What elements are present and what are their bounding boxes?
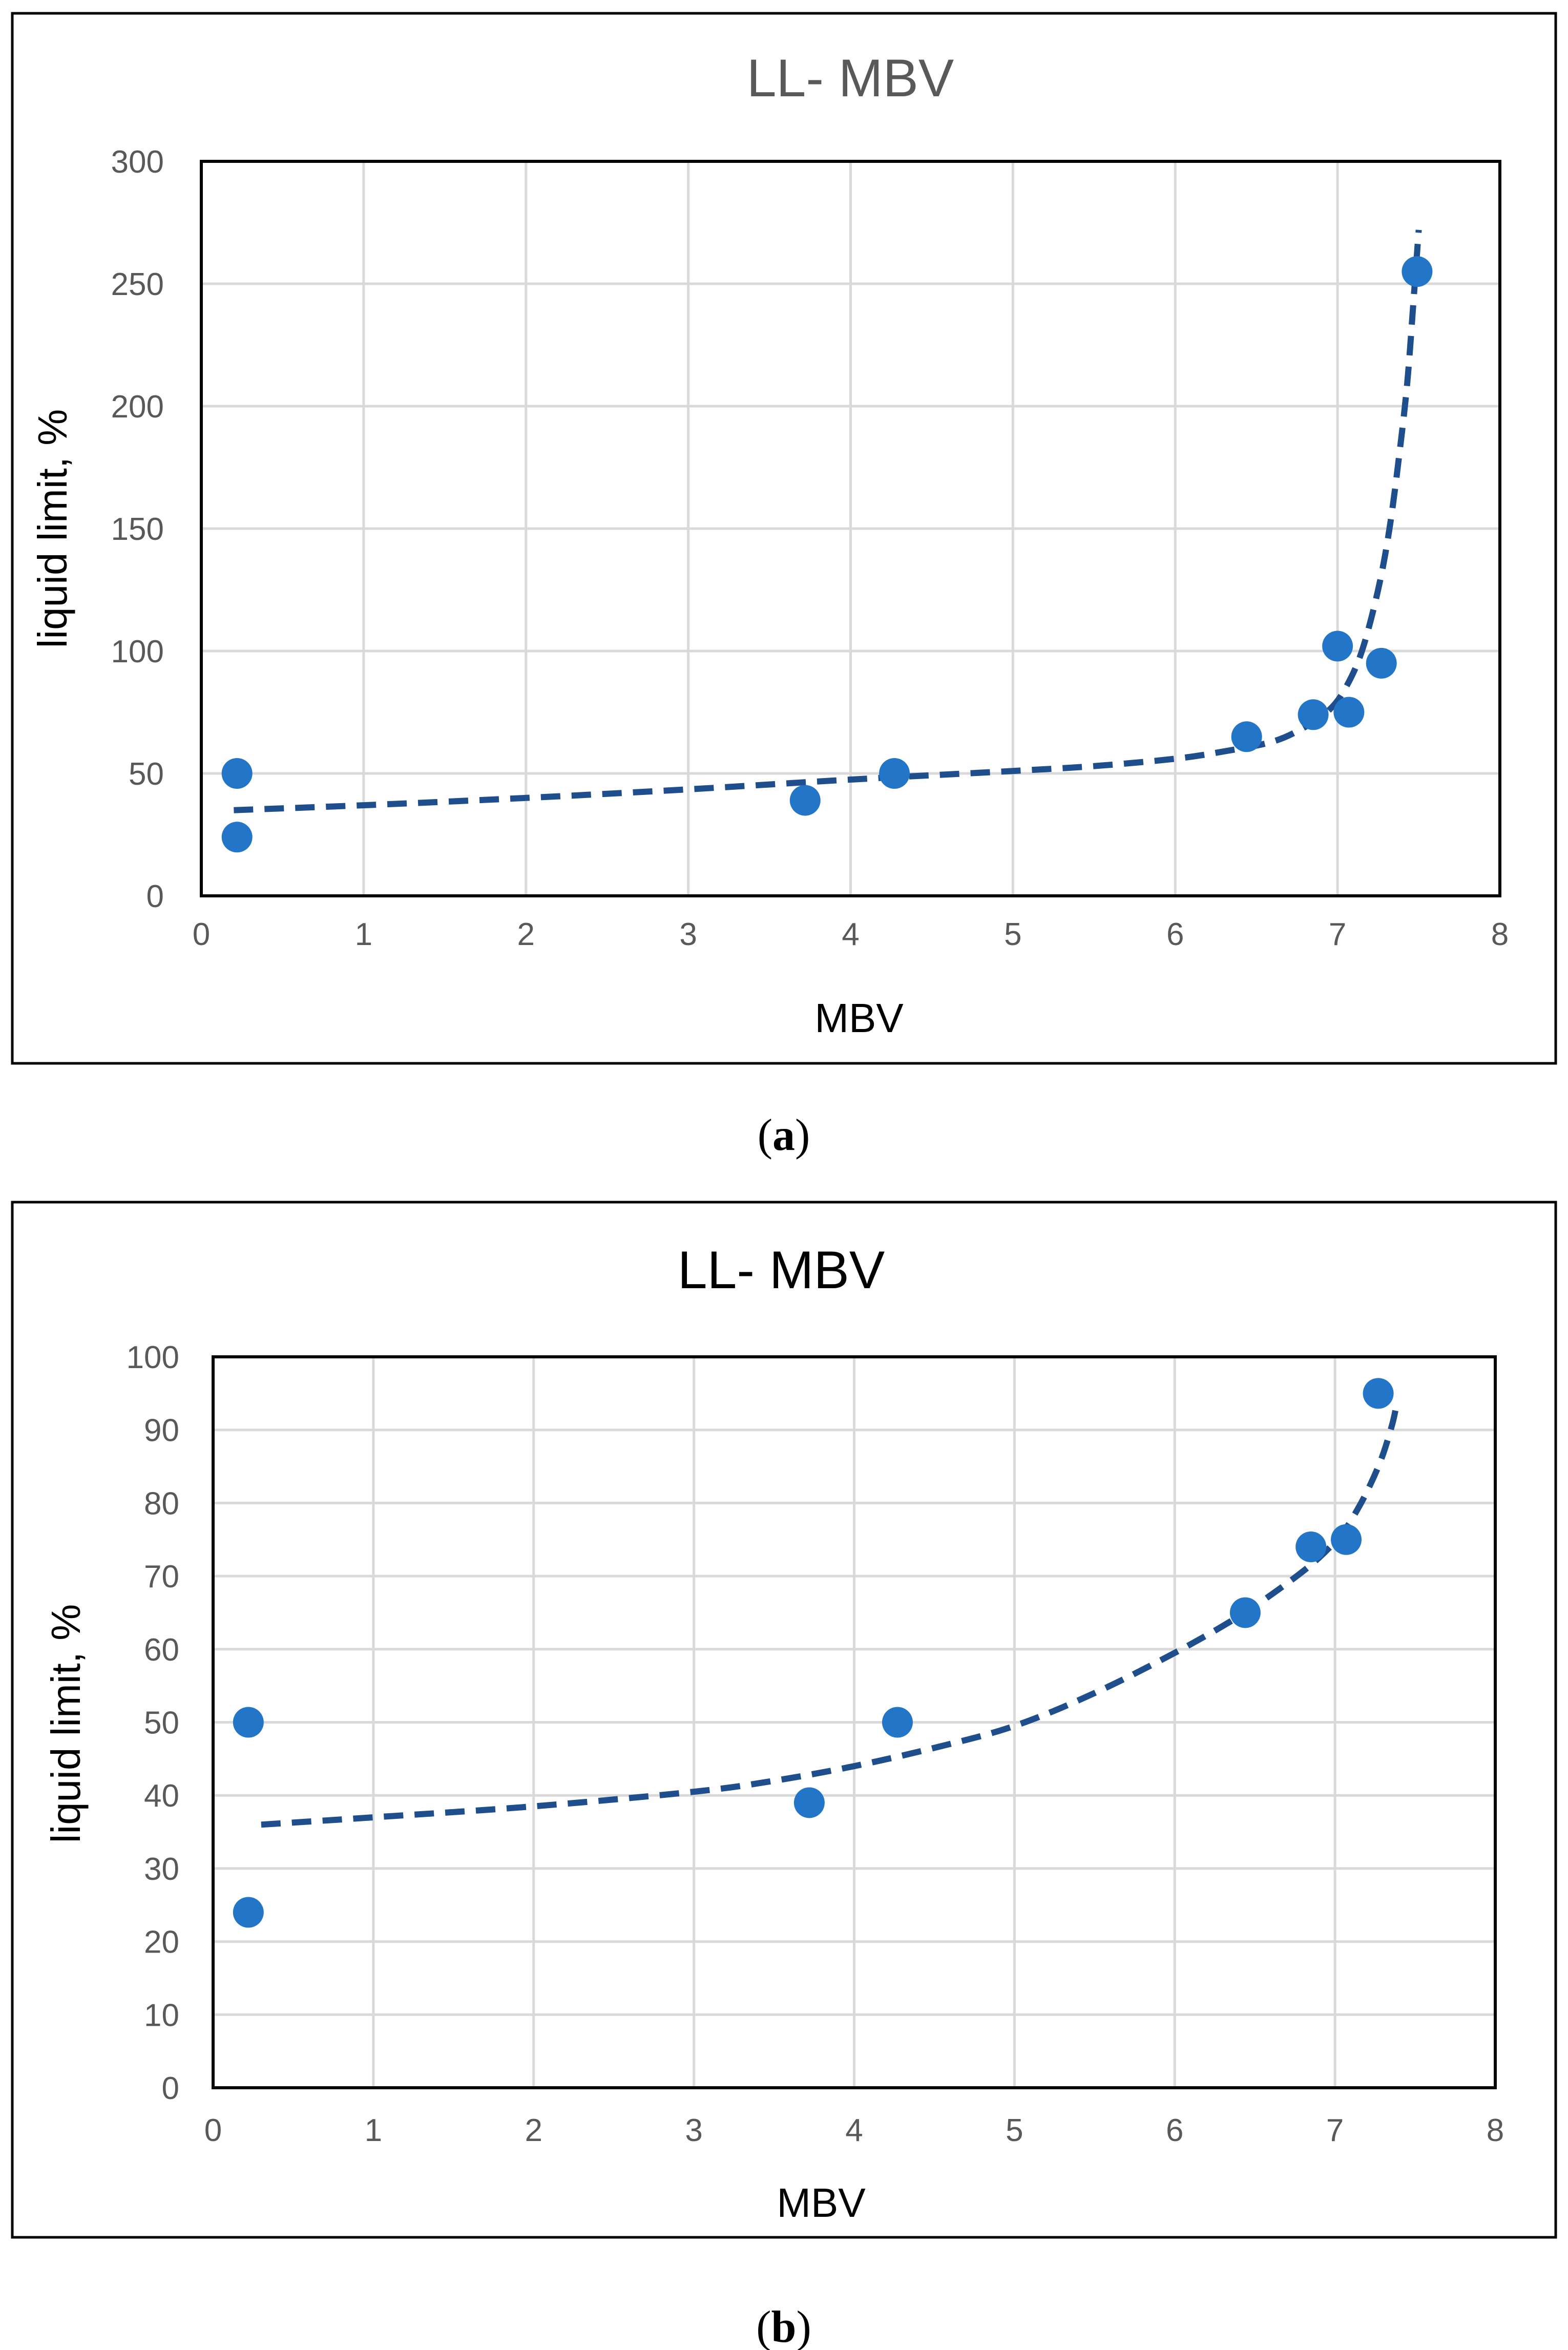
chart-b-x-label: MBV [777, 2180, 866, 2226]
chart-b-x-tick-label: 6 [1166, 2113, 1183, 2148]
chart-a-x-tick-label: 3 [679, 917, 697, 952]
chart-b-y-tick-label: 90 [144, 1413, 179, 1449]
chart-b-data-point [882, 1707, 913, 1738]
chart-a-x-tick-label: 5 [1004, 917, 1021, 952]
chart-b-grid [212, 1355, 1497, 2089]
chart-a-y-label: liquid limit, % [30, 409, 75, 648]
chart-b-y-tick-label: 100 [127, 1340, 179, 1375]
chart-a-data-point [221, 822, 253, 853]
chart-b-data-point [1295, 1531, 1327, 1563]
chart-a-grid [200, 160, 1501, 897]
chart-a-plot-area [200, 160, 1501, 897]
caption-b-letter: b [771, 2302, 797, 2350]
chart-b-data-point [233, 1707, 264, 1738]
chart-b-y-tick-label: 30 [144, 1852, 179, 1887]
chart-b-data-point [233, 1897, 264, 1928]
chart-a-y-tick-label: 0 [147, 879, 164, 914]
chart-a-x-tick-label: 0 [193, 917, 210, 952]
chart-b-y-tick-label: 70 [144, 1559, 179, 1594]
chart-b-title: LL- MBV [678, 1241, 885, 1300]
chart-a-x-ticks: 0 1 2 3 4 5 6 7 8 [193, 917, 1509, 952]
chart-b-y-tick-label: 60 [144, 1632, 179, 1668]
chart-a-y-tick-label: 200 [111, 389, 164, 425]
chart-a-y-ticks: 0 50 100 150 200 250 300 [111, 144, 164, 914]
chart-a-data-point [1322, 631, 1353, 662]
chart-b-x-tick-label: 7 [1326, 2113, 1344, 2148]
chart-b-plot-area [212, 1355, 1497, 2089]
chart-b-x-tick-label: 4 [845, 2113, 863, 2148]
chart-b-x-tick-label: 3 [685, 2113, 702, 2148]
chart-a-points [221, 256, 1433, 853]
chart-b-y-tick-label: 50 [144, 1706, 179, 1741]
chart-b-y-tick-label: 40 [144, 1778, 179, 1814]
chart-a-y-tick-label: 250 [111, 267, 164, 302]
chart-b-points [233, 1378, 1394, 1928]
chart-a-data-point [879, 758, 910, 789]
chart-b-x-tick-label: 1 [365, 2113, 382, 2148]
chart-panel-a: LL- MBV 0 50 100 150 200 250 300 0 1 2 3 4 5 6 7 8 liq… [11, 12, 1557, 1065]
chart-a-x-tick-label: 1 [355, 917, 372, 952]
chart-b-y-ticks: 0 10 20 30 40 50 60 70 80 90 100 [127, 1340, 179, 2106]
chart-a-x-tick-label: 7 [1329, 917, 1346, 952]
chart-a-data-point [789, 785, 821, 816]
chart-a-x-tick-label: 2 [517, 917, 535, 952]
chart-a-x-tick-label: 4 [842, 917, 859, 952]
caption-b: (b) [756, 2302, 811, 2350]
chart-b-trendline [261, 1407, 1399, 1828]
chart-b-data-point [1331, 1524, 1362, 1555]
chart-panel-b: LL- MBV 0 10 20 30 40 50 60 70 80 90 100 0 1 2 3 4 5 6 7 8… [11, 1201, 1557, 2239]
chart-a-trendline [234, 229, 1422, 813]
caption-a: (a) [758, 1110, 810, 1160]
chart-a-x-label: MBV [814, 995, 904, 1041]
chart-a-data-point [1231, 721, 1262, 752]
chart-b-y-tick-label: 80 [144, 1486, 179, 1521]
chart-b-y-label: liquid limit, % [43, 1604, 89, 1843]
chart-a-data-point [221, 758, 253, 789]
chart-a-data-point [1298, 699, 1329, 730]
chart-a-x-tick-label: 6 [1166, 917, 1184, 952]
chart-b-x-tick-label: 5 [1006, 2113, 1023, 2148]
chart-a-title: LL- MBV [747, 49, 954, 108]
chart-b-x-tick-label: 8 [1487, 2113, 1504, 2148]
chart-b-y-tick-label: 20 [144, 1925, 179, 1960]
chart-b-frame [11, 1201, 1557, 2239]
caption-a-letter: a [772, 1110, 795, 1160]
chart-b-data-point [793, 1787, 825, 1818]
chart-b-data-point [1363, 1378, 1394, 1409]
chart-a-frame [11, 12, 1557, 1065]
chart-a-y-tick-label: 50 [129, 757, 164, 792]
chart-b-data-point [1229, 1597, 1261, 1628]
chart-b-y-tick-label: 10 [144, 1998, 179, 2033]
chart-a-data-point [1333, 697, 1365, 728]
chart-a-y-tick-label: 300 [111, 144, 164, 180]
chart-a-data-point [1402, 256, 1433, 287]
chart-a-y-tick-label: 100 [111, 634, 164, 669]
chart-a-y-tick-label: 150 [111, 512, 164, 547]
chart-b-x-tick-label: 0 [204, 2113, 222, 2148]
chart-b-x-tick-label: 2 [525, 2113, 542, 2148]
chart-a-x-tick-label: 8 [1491, 917, 1509, 952]
chart-a-data-point [1366, 647, 1397, 679]
chart-b-x-ticks: 0 1 2 3 4 5 6 7 8 [204, 2113, 1504, 2148]
chart-b-y-tick-label: 0 [162, 2071, 179, 2106]
